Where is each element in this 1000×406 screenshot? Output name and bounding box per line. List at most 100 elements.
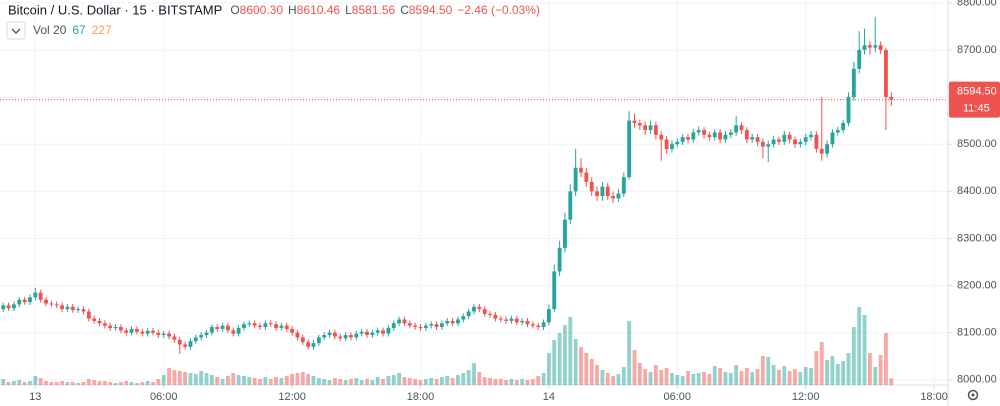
volume-bar <box>600 370 605 385</box>
ohlc-legend-value: 8610.46 <box>297 3 341 17</box>
volume-bar <box>632 350 637 385</box>
volume-bar <box>466 370 471 385</box>
volume-bar <box>156 379 161 385</box>
volume-bar <box>803 367 808 385</box>
candle-body <box>365 331 369 336</box>
volume-bar <box>445 376 450 385</box>
volume-bar <box>702 372 706 385</box>
candle-body <box>268 323 273 325</box>
candle-body <box>456 319 460 324</box>
volume-bar <box>263 377 268 385</box>
volume-bar <box>215 377 220 385</box>
candle-body <box>841 122 846 131</box>
candle-body <box>862 45 867 50</box>
candle-body <box>274 324 278 328</box>
volume-bar <box>381 379 385 385</box>
x-tick-label: 18:00 <box>920 391 948 403</box>
volume-bar <box>461 373 466 385</box>
candle-body <box>349 335 353 338</box>
volume-bar <box>739 371 744 385</box>
volume-bar <box>124 381 129 385</box>
candle-body <box>33 292 38 298</box>
volume-bar <box>873 367 878 385</box>
candle-body <box>70 306 75 311</box>
volume-bar <box>343 380 348 385</box>
legend: Bitcoin / U.S. Dollar · 15 · BITSTAMP Vo… <box>6 2 222 40</box>
volume-bar <box>22 382 27 385</box>
volume-bar <box>199 371 204 385</box>
candle-body <box>702 130 706 135</box>
ohlc-legend-key: O <box>230 3 239 17</box>
y-tick-label: 8400.00 <box>957 185 997 197</box>
candle-body <box>386 327 391 334</box>
candle-body <box>204 332 209 336</box>
candle-body <box>402 319 407 324</box>
candle-body <box>242 324 246 328</box>
volume-bar <box>686 371 690 385</box>
candle-body <box>595 191 599 197</box>
volume-bar <box>402 377 407 385</box>
volume-bar <box>680 376 685 385</box>
candle-body <box>423 325 428 328</box>
volume-bar <box>707 374 712 385</box>
candle-body <box>11 304 16 309</box>
candle-body <box>145 330 150 334</box>
legend-toggle[interactable] <box>6 21 26 40</box>
candle-body <box>407 323 412 326</box>
candle-body <box>584 172 589 182</box>
volume-bar <box>482 377 487 385</box>
volume-bar <box>563 325 567 385</box>
candle-body <box>450 320 455 324</box>
volume-bar <box>54 382 59 385</box>
candle-body <box>482 309 487 314</box>
candle-body <box>306 342 311 347</box>
volume-bar <box>300 372 305 385</box>
ohlc-legend-key: L <box>345 3 352 17</box>
candle-body <box>750 137 755 140</box>
candle-body <box>1 305 6 310</box>
volume-bar <box>418 380 423 385</box>
candle-body <box>675 141 680 145</box>
volume-bar <box>728 373 733 385</box>
candle-body <box>846 97 851 123</box>
candle-body <box>161 333 166 336</box>
x-tick-label: 14 <box>543 391 555 403</box>
candle-body <box>354 333 359 338</box>
volume-bar <box>520 379 525 385</box>
volume-bar <box>771 365 776 385</box>
candle-body <box>766 144 771 147</box>
volume-bar <box>397 373 402 385</box>
candle-body <box>188 341 193 347</box>
candle-body <box>637 122 642 126</box>
candle-body <box>231 330 236 334</box>
volume-bar <box>284 376 289 385</box>
candle-body <box>712 132 717 138</box>
candle-body <box>236 327 241 334</box>
volume-bar <box>290 374 295 385</box>
candle-body <box>113 327 118 329</box>
candle-body <box>884 49 888 97</box>
candle-body <box>798 141 803 145</box>
candle-body <box>151 330 155 333</box>
candle-body <box>429 324 434 326</box>
volume-bar <box>659 370 664 385</box>
x-tick-label: 13 <box>29 391 41 403</box>
settings-icon[interactable] <box>967 389 979 401</box>
volume-legend-average: 227 <box>92 23 112 37</box>
volume-bar <box>354 378 359 385</box>
candle-body <box>183 344 188 347</box>
volume-bar <box>274 377 278 385</box>
candle-body <box>728 132 733 135</box>
candle-body <box>60 305 64 310</box>
candle-body <box>616 193 621 199</box>
volume-bar <box>557 333 562 385</box>
volume-bar <box>653 365 658 385</box>
volume-bar <box>113 383 118 385</box>
volume-bar <box>375 377 380 385</box>
candle-body <box>38 292 43 300</box>
change-label: −2.46 (−0.03%) <box>457 3 540 17</box>
volume-bar <box>696 373 701 385</box>
candle-body <box>461 316 466 320</box>
